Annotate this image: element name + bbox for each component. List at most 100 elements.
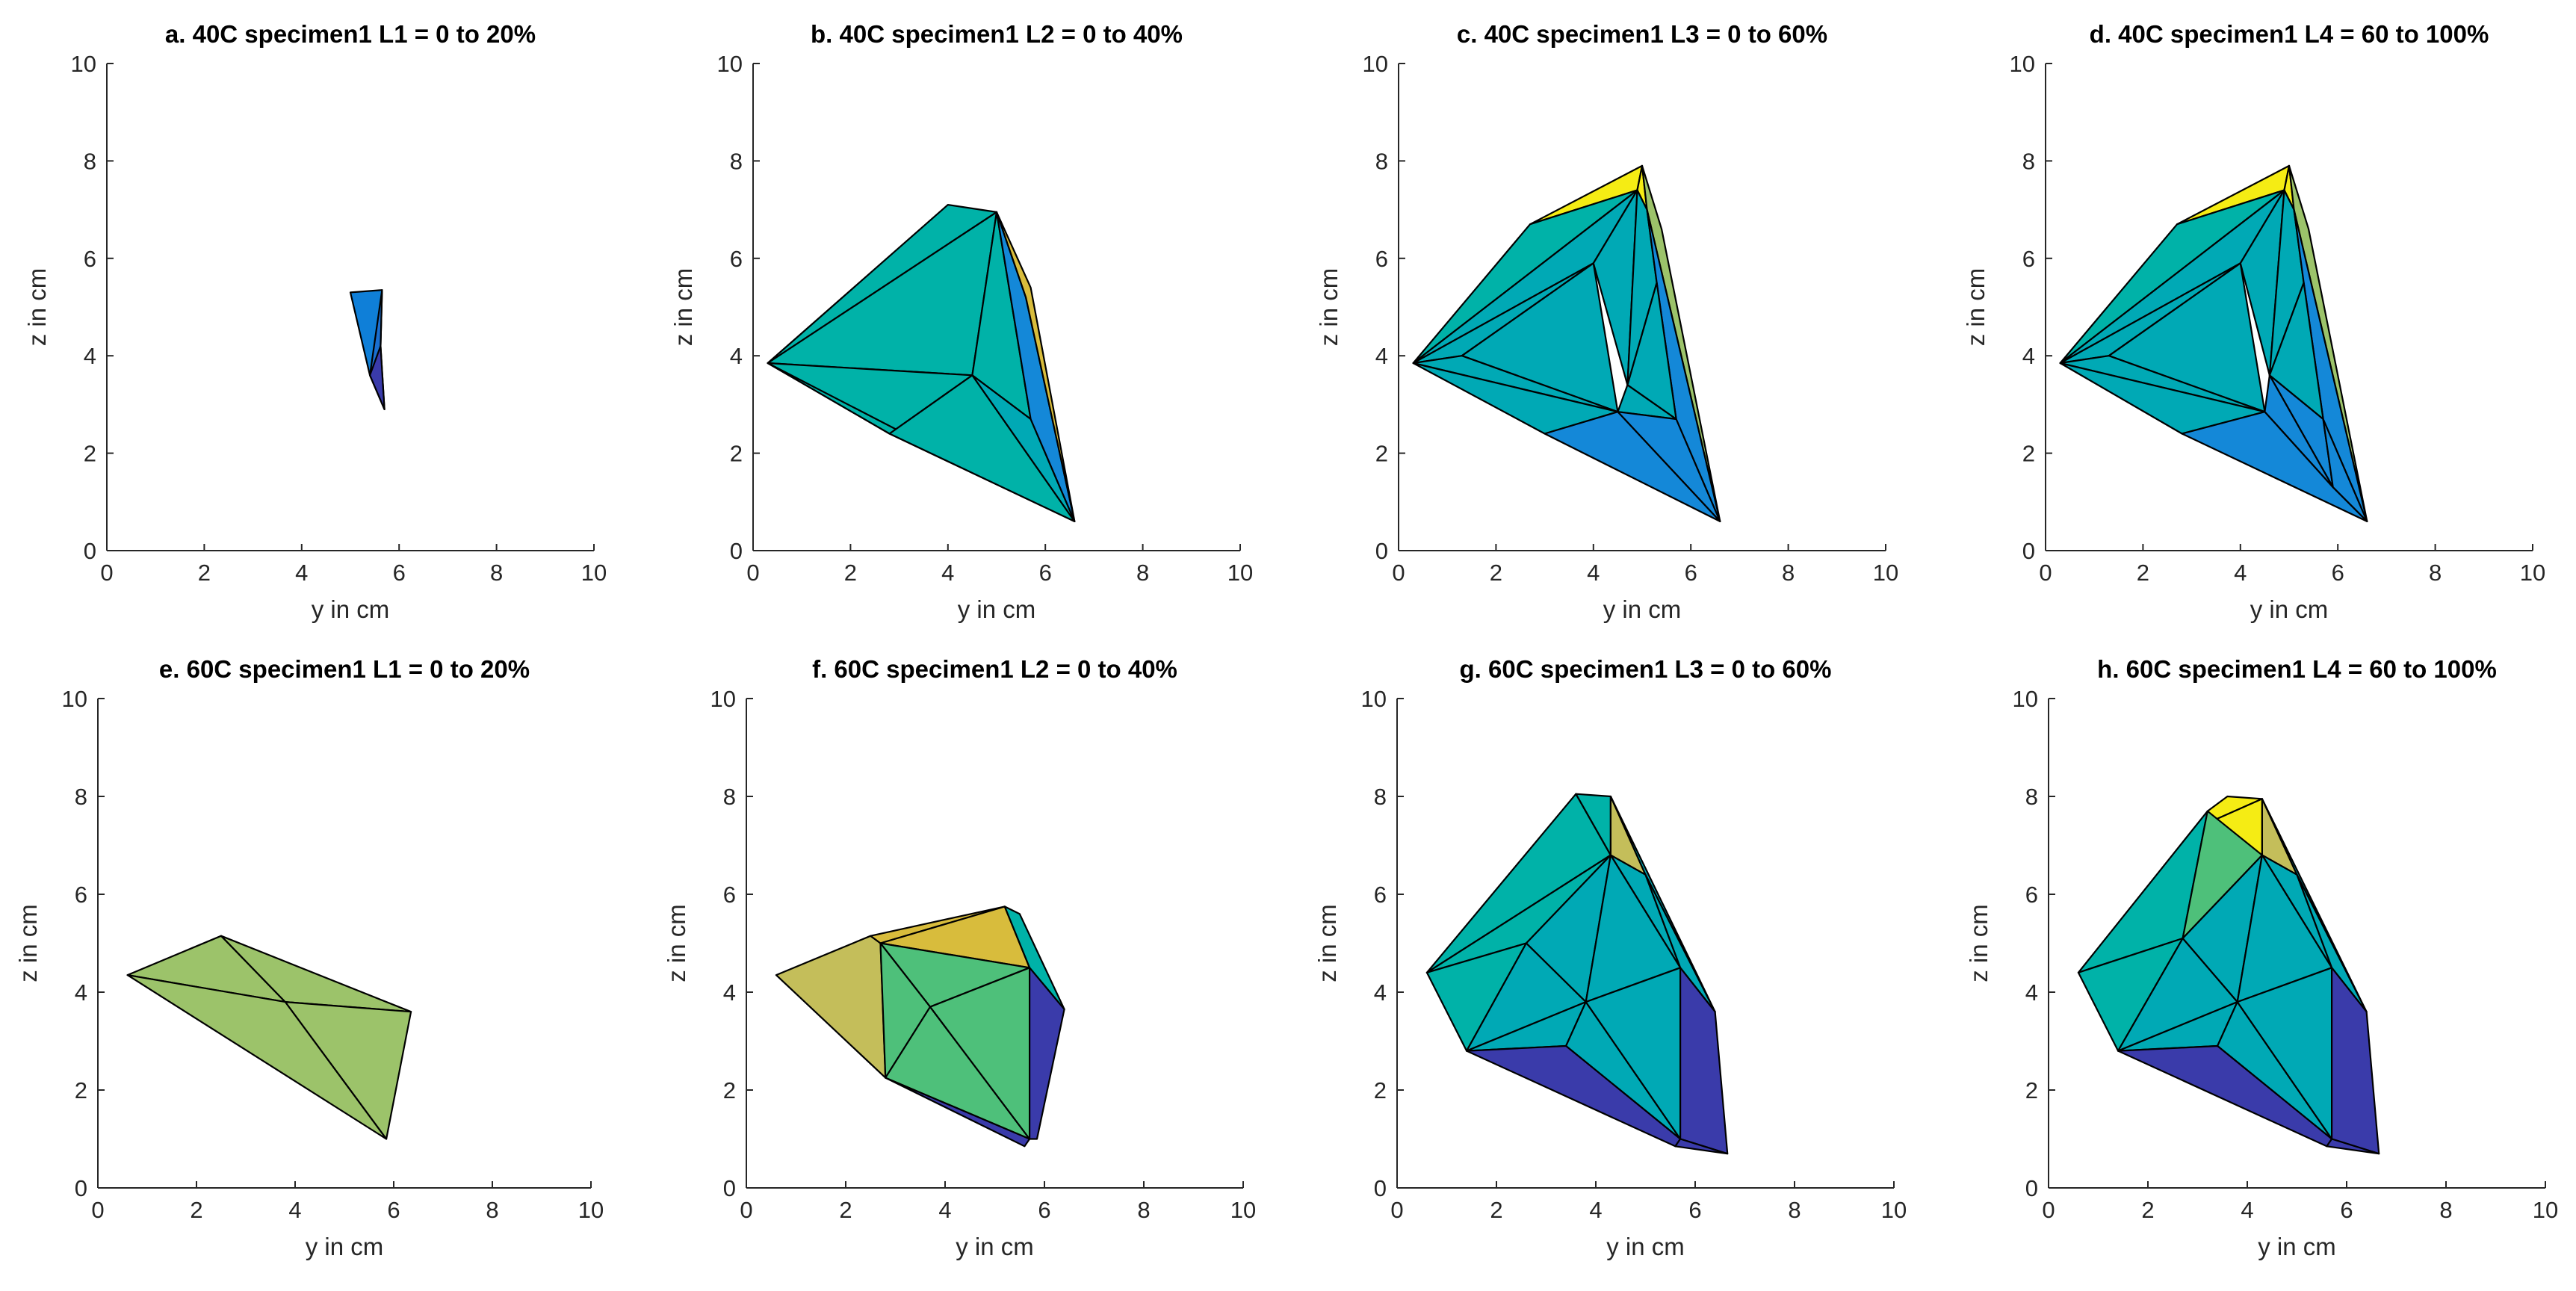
panel-b-xlabel: y in cm bbox=[958, 595, 1036, 623]
panel-f-ytick-label: 6 bbox=[723, 882, 736, 908]
panel-e-ytick-label: 0 bbox=[75, 1175, 87, 1201]
panel-b-xtick-label: 0 bbox=[746, 560, 759, 586]
panel-h-xtick-label: 0 bbox=[2042, 1197, 2055, 1223]
panel-d-xtick-label: 0 bbox=[2039, 560, 2052, 586]
panel-b-ytick-label: 0 bbox=[730, 538, 743, 564]
panel-d-ytick-label: 6 bbox=[2022, 246, 2035, 272]
panel-f-ytick-label: 8 bbox=[723, 784, 736, 810]
panel-c-title: c. 40C specimen1 L3 = 0 to 60% bbox=[1457, 20, 1827, 48]
panel-d-ytick-label: 0 bbox=[2022, 538, 2035, 564]
panel-h-ytick-label: 10 bbox=[2013, 686, 2038, 712]
panel-f-ytick-label: 2 bbox=[723, 1077, 736, 1103]
panel-g-xtick-label: 6 bbox=[1688, 1197, 1701, 1223]
panel-h-ytick-label: 4 bbox=[2025, 979, 2038, 1006]
panel-f-xtick-label: 4 bbox=[938, 1197, 951, 1223]
panel-c-xtick-label: 0 bbox=[1392, 560, 1405, 586]
panel-g-xtick-label: 2 bbox=[1490, 1197, 1502, 1223]
panel-c-ytick-label: 4 bbox=[1375, 343, 1388, 369]
panel-h-facet-17 bbox=[2326, 1138, 2380, 1155]
panel-a-mesh bbox=[349, 289, 386, 411]
panel-g-xlabel: y in cm bbox=[1606, 1233, 1685, 1260]
panel-h-ytick-label: 8 bbox=[2025, 784, 2038, 810]
panel-f-ylabel: z in cm bbox=[663, 904, 690, 982]
panel-h-xlabel: y in cm bbox=[2258, 1233, 2336, 1260]
panel-e-ytick-label: 8 bbox=[75, 784, 87, 810]
panel-h-xtick-label: 4 bbox=[2241, 1197, 2253, 1223]
panel-h-ylabel: z in cm bbox=[1965, 904, 1993, 982]
panel-c-xtick-label: 10 bbox=[1873, 560, 1898, 586]
panel-h-xtick-label: 8 bbox=[2439, 1197, 2452, 1223]
panel-f-xtick-label: 0 bbox=[740, 1197, 752, 1223]
panel-e-ytick-label: 10 bbox=[62, 686, 87, 712]
panel-f-xtick-label: 8 bbox=[1137, 1197, 1150, 1223]
panel-e-xtick-label: 10 bbox=[578, 1197, 604, 1223]
panel-c-mesh bbox=[1412, 164, 1721, 523]
panel-b-ytick-label: 8 bbox=[730, 148, 743, 174]
panel-e-ylabel: z in cm bbox=[14, 904, 42, 982]
panel-g-ylabel: z in cm bbox=[1313, 904, 1341, 982]
panel-d-ytick-label: 2 bbox=[2022, 441, 2035, 467]
panel-g-xtick-label: 10 bbox=[1881, 1197, 1907, 1223]
panel-e-xlabel: y in cm bbox=[306, 1233, 384, 1260]
panel-a-ylabel: z in cm bbox=[23, 268, 51, 347]
panel-f-facet-0 bbox=[775, 935, 887, 1079]
panel-f-ytick-label: 10 bbox=[710, 686, 736, 712]
panel-a-ytick-label: 10 bbox=[71, 51, 96, 77]
panel-f-ytick-label: 4 bbox=[723, 979, 736, 1006]
panel-f-ytick-label: 0 bbox=[723, 1175, 736, 1201]
panel-d: 0 2 4 6 8 10 0 2 4 6 8 10 d. 40C specimen1 L4 = 60 t… bbox=[1962, 20, 2545, 623]
panel-a-ytick-label: 2 bbox=[84, 441, 96, 467]
panel-a-facet-2 bbox=[369, 345, 386, 411]
panel-f-xlabel: y in cm bbox=[956, 1233, 1034, 1260]
panel-g-xtick-label: 4 bbox=[1589, 1197, 1602, 1223]
panel-d-mesh bbox=[2059, 164, 2368, 523]
panel-d-xtick-label: 4 bbox=[2234, 560, 2247, 586]
panel-b-ytick-label: 2 bbox=[730, 441, 743, 467]
panel-h-xtick-label: 2 bbox=[2141, 1197, 2154, 1223]
panel-d-xtick-label: 2 bbox=[2137, 560, 2149, 586]
panel-e-mesh bbox=[126, 935, 412, 1140]
panel-a-xtick-label: 0 bbox=[100, 560, 113, 586]
panel-h-mesh bbox=[2077, 795, 2380, 1155]
panel-h-ytick-label: 2 bbox=[2025, 1077, 2038, 1103]
panel-b-ytick-label: 6 bbox=[730, 246, 743, 272]
panel-d-facet-16 bbox=[2181, 411, 2368, 523]
panel-f-facet-9 bbox=[885, 1077, 1031, 1148]
panel-c-xtick-label: 8 bbox=[1782, 560, 1795, 586]
panel-b: 0 2 4 6 8 10 0 2 4 6 8 10 b. 40C specimen1 L2 = 0 to… bbox=[669, 20, 1253, 623]
panel-g-ytick-label: 6 bbox=[1374, 882, 1387, 908]
panel-c-xtick-label: 2 bbox=[1490, 560, 1502, 586]
panel-h: 0 2 4 6 8 10 0 2 4 6 8 10 h. 60C specimen1 L4 = 60 t… bbox=[1965, 655, 2558, 1260]
panel-h-ytick-label: 0 bbox=[2025, 1175, 2038, 1201]
panel-c-ytick-label: 10 bbox=[1363, 51, 1388, 77]
panel-d-xtick-label: 10 bbox=[2520, 560, 2545, 586]
panel-f-title: f. 60C specimen1 L2 = 0 to 40% bbox=[812, 655, 1177, 683]
panel-g-ytick-label: 10 bbox=[1361, 686, 1387, 712]
panel-c-ytick-label: 6 bbox=[1375, 246, 1388, 272]
panel-d-ylabel: z in cm bbox=[1962, 268, 1990, 347]
panel-g-mesh bbox=[1425, 793, 1729, 1155]
panel-d-title: d. 40C specimen1 L4 = 60 to 100% bbox=[2090, 20, 2489, 48]
panel-b-ytick-label: 10 bbox=[717, 51, 743, 77]
panel-d-ytick-label: 4 bbox=[2022, 343, 2035, 369]
panel-d-xtick-label: 6 bbox=[2332, 560, 2344, 586]
panel-h-title: h. 60C specimen1 L4 = 60 to 100% bbox=[2097, 655, 2497, 683]
panel-b-ytick-label: 4 bbox=[730, 343, 743, 369]
panel-g-xtick-label: 8 bbox=[1788, 1197, 1801, 1223]
panel-g-facet-16 bbox=[1674, 1138, 1729, 1155]
panel-g-ytick-label: 0 bbox=[1374, 1175, 1387, 1201]
panel-d-ytick-label: 8 bbox=[2022, 148, 2035, 174]
panel-b-xtick-label: 8 bbox=[1136, 560, 1149, 586]
panel-b-xtick-label: 2 bbox=[844, 560, 857, 586]
panel-a-xlabel: y in cm bbox=[312, 595, 390, 623]
panel-d-xtick-label: 8 bbox=[2429, 560, 2442, 586]
panel-c-xtick-label: 6 bbox=[1685, 560, 1697, 586]
panel-a-xtick-label: 10 bbox=[581, 560, 607, 586]
panel-a-title: a. 40C specimen1 L1 = 0 to 20% bbox=[165, 20, 536, 48]
panel-d-xlabel: y in cm bbox=[2250, 595, 2329, 623]
panel-g-title: g. 60C specimen1 L3 = 0 to 60% bbox=[1460, 655, 1832, 683]
panel-c-ytick-label: 8 bbox=[1375, 148, 1388, 174]
panel-a-ytick-label: 4 bbox=[84, 343, 96, 369]
panel-g-xtick-label: 0 bbox=[1390, 1197, 1403, 1223]
